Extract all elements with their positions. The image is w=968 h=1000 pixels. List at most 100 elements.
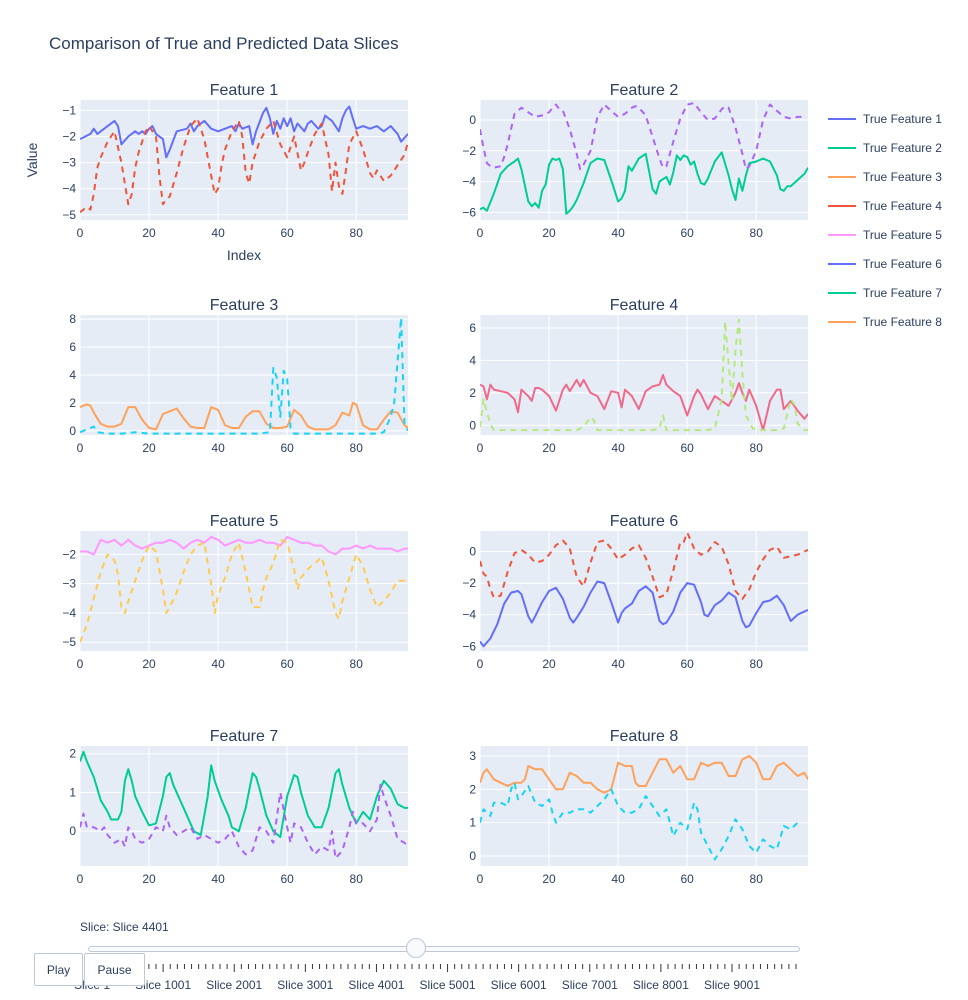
- subplot-title: Feature 5: [210, 513, 279, 530]
- y-tick-label: 4: [69, 368, 76, 382]
- true-series-line: [480, 755, 808, 794]
- x-tick-label: 0: [477, 872, 484, 886]
- legend-swatch: [828, 262, 856, 265]
- x-tick-label: 60: [680, 872, 694, 886]
- subplot-feature-3: 0 20 40 60 80 0 2 4 6 8 Feature 3: [69, 297, 408, 455]
- y-tick-label: 0: [469, 545, 476, 559]
- x-tick-label: 20: [142, 226, 156, 240]
- legend-item[interactable]: True Feature 6: [828, 249, 942, 278]
- y-tick-label: 6: [469, 321, 476, 335]
- x-tick-label: 40: [611, 872, 625, 886]
- y-tick-label: −3: [62, 156, 76, 170]
- slider-tick-label[interactable]: Slice 3001: [277, 978, 333, 992]
- x-tick-label: 40: [211, 872, 225, 886]
- y-tick-label: 0: [469, 849, 476, 863]
- subplot-title: Feature 3: [210, 297, 279, 314]
- subplot-feature-8: 0 20 40 60 80 3 2 1 0 Feature 8: [469, 728, 808, 886]
- y-tick-label: −4: [62, 182, 76, 196]
- y-tick-label: −2: [462, 144, 476, 158]
- slider-tick-label[interactable]: Slice 7001: [562, 978, 618, 992]
- y-tick-label: 2: [69, 396, 76, 410]
- legend-label: True Feature 6: [863, 256, 942, 271]
- x-tick-label: 20: [142, 441, 156, 455]
- true-series-line: [480, 580, 808, 648]
- play-button[interactable]: Play: [34, 953, 83, 986]
- subplot-feature-1: 0 20 40 60 80 −1 −2 −3 −4 −5 Feature 1 Index Value: [24, 82, 408, 263]
- y-tick-label: −6: [462, 205, 476, 219]
- slider-tick-label[interactable]: Slice 2001: [206, 978, 262, 992]
- y-tick-label: 2: [469, 386, 476, 400]
- legend-item[interactable]: True Feature 3: [828, 162, 942, 191]
- plot-background: [480, 531, 808, 651]
- pause-button[interactable]: Pause: [84, 953, 145, 986]
- predicted-series-line: [480, 531, 808, 600]
- legend-item[interactable]: True Feature 2: [828, 133, 942, 162]
- x-tick-label: 40: [611, 441, 625, 455]
- legend-label: True Feature 5: [863, 227, 942, 242]
- y-tick-label: 6: [69, 340, 76, 354]
- legend-label: True Feature 8: [863, 314, 942, 329]
- slider-tick-label[interactable]: Slice 6001: [491, 978, 547, 992]
- y-tick-label: 0: [69, 824, 76, 838]
- x-tick-label: 60: [280, 657, 294, 671]
- x-tick-label: 40: [211, 657, 225, 671]
- slider-tick-label[interactable]: Slice 1001: [135, 978, 191, 992]
- predicted-series-line: [80, 316, 408, 435]
- y-tick-label: 2: [469, 782, 476, 796]
- legend-label: True Feature 7: [863, 285, 942, 300]
- x-tick-label: 80: [350, 657, 364, 671]
- y-tick-label: 8: [69, 312, 76, 326]
- slider-handle[interactable]: [405, 938, 426, 958]
- legend-swatch: [828, 146, 856, 149]
- true-series-line: [480, 151, 808, 215]
- x-tick-label: 0: [77, 872, 84, 886]
- y-tick-label: −4: [462, 608, 476, 622]
- x-tick-label: 80: [350, 226, 364, 240]
- subplot-title: Feature 4: [610, 297, 679, 314]
- y-tick-label: −5: [62, 635, 76, 649]
- legend-item[interactable]: True Feature 7: [828, 278, 942, 307]
- subplot-title: Feature 8: [610, 728, 679, 745]
- x-tick-label: 20: [542, 226, 556, 240]
- x-tick-label: 80: [350, 441, 364, 455]
- legend-item[interactable]: True Feature 4: [828, 191, 942, 220]
- y-tick-label: 2: [69, 747, 76, 761]
- slider-tick-label[interactable]: Slice 9001: [704, 978, 760, 992]
- legend-swatch: [828, 233, 856, 236]
- slider-tick-label[interactable]: Slice 4001: [348, 978, 404, 992]
- subplot-title: Feature 6: [610, 513, 679, 530]
- legend-swatch: [828, 204, 856, 207]
- y-tick-label: −2: [62, 130, 76, 144]
- legend-label: True Feature 3: [863, 169, 942, 184]
- slider-track[interactable]: [88, 946, 800, 952]
- legend-label: True Feature 1: [863, 111, 942, 126]
- plot-background: [480, 315, 808, 435]
- x-tick-label: 60: [680, 657, 694, 671]
- slider-tick-label[interactable]: Slice 8001: [633, 978, 689, 992]
- y-tick-label: 4: [469, 353, 476, 367]
- y-tick-label: −2: [462, 576, 476, 590]
- subplot-title: Feature 1: [210, 82, 279, 99]
- legend-item[interactable]: True Feature 8: [828, 307, 942, 336]
- y-tick-label: 0: [469, 113, 476, 127]
- slider-current-label: Slice: Slice 4401: [80, 920, 169, 934]
- x-tick-label: 0: [477, 657, 484, 671]
- x-tick-label: 60: [280, 441, 294, 455]
- x-tick-label: 0: [477, 441, 484, 455]
- x-tick-label: 80: [750, 872, 764, 886]
- true-series-line: [80, 750, 408, 838]
- y-tick-label: 3: [469, 749, 476, 763]
- y-tick-label: −6: [462, 639, 476, 653]
- legend-item[interactable]: True Feature 5: [828, 220, 942, 249]
- y-tick-label: −2: [62, 547, 76, 561]
- slider-tick-label[interactable]: Slice 5001: [420, 978, 476, 992]
- x-tick-label: 20: [542, 657, 556, 671]
- predicted-series-line: [80, 538, 408, 643]
- legend-item[interactable]: True Feature 1: [828, 104, 942, 133]
- x-tick-label: 0: [477, 226, 484, 240]
- legend-label: True Feature 2: [863, 140, 942, 155]
- plot-background: [480, 746, 808, 866]
- plot-background: [80, 100, 408, 220]
